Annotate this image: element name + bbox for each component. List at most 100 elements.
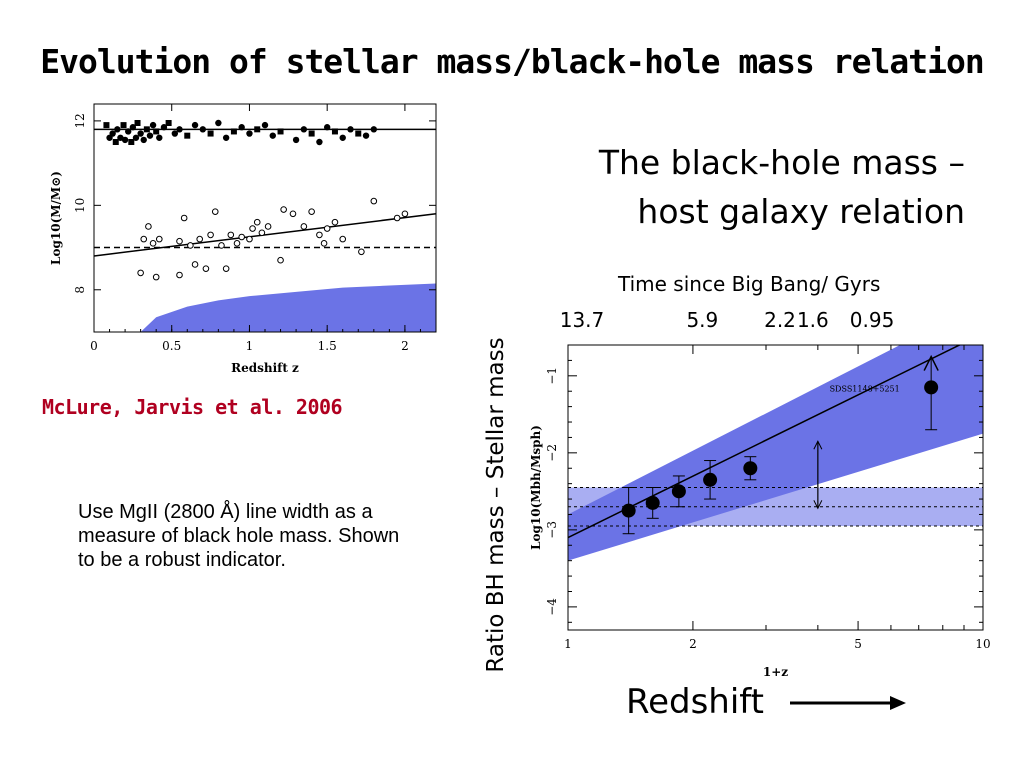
- fit-line: [93, 213, 437, 257]
- filled-circle-point: [339, 134, 346, 141]
- open-circle-point: [196, 235, 204, 243]
- open-circle-point: [264, 223, 272, 230]
- filled-circle-point: [323, 124, 331, 131]
- open-circle-point: [300, 223, 308, 230]
- x-tick-label: 0: [90, 339, 98, 353]
- x-tick-label: 10: [975, 637, 990, 651]
- x-tick-label: 0.5: [162, 339, 181, 353]
- open-circle-point: [320, 240, 328, 247]
- citation: McLure, Jarvis et al. 2006: [42, 395, 343, 419]
- filled-circle-point: [125, 128, 132, 135]
- x-tick-label: 1: [246, 339, 254, 353]
- filled-circle-point: [109, 130, 116, 137]
- lower-limit-arrow: [923, 354, 939, 371]
- filled-square-point: [143, 126, 150, 133]
- filled-circle-point: [370, 126, 378, 133]
- data-point: [671, 484, 686, 499]
- filled-circle-point: [261, 121, 269, 129]
- open-circle-point: [227, 231, 235, 239]
- x-tick-label: 5: [854, 637, 862, 651]
- open-circle-point: [137, 269, 144, 277]
- x-axis-label: Redshift z: [231, 361, 299, 375]
- open-circle-point: [187, 242, 194, 249]
- filled-square-point: [128, 139, 135, 145]
- open-circle-point: [222, 265, 230, 272]
- filled-circle-point: [176, 126, 183, 133]
- filled-square-point: [308, 130, 315, 137]
- filled-circle-point: [191, 121, 199, 129]
- filled-circle-point: [129, 124, 137, 131]
- redshift-label: Redshift: [626, 682, 765, 722]
- filled-circle-point: [362, 132, 370, 139]
- left-scatter-chart: 0 0.5 1 1.5 2 8 10 12 Redshift z Log10(M/M⊙): [49, 103, 437, 375]
- time-tick-label: 5.9: [686, 308, 718, 332]
- subtitle-line-1: The black-hole mass –: [598, 143, 965, 182]
- filled-circle-point: [121, 136, 129, 144]
- y-axis-label: Log10(Mbh/Msph): [529, 425, 543, 550]
- filled-circle-point: [160, 124, 168, 131]
- x-tick-label: 1.5: [318, 339, 337, 353]
- y-tick-label: 8: [73, 286, 87, 294]
- filled-circle-point: [171, 130, 179, 137]
- x-axis-label: 1+z: [763, 665, 788, 679]
- model-band: [140, 283, 436, 332]
- time-axis-label: Time since Big Bang/ Gyrs: [618, 272, 881, 296]
- open-circle-point: [280, 206, 287, 213]
- y-tick-label: 12: [73, 113, 87, 128]
- open-circle-point: [176, 237, 183, 245]
- open-circle-point: [289, 210, 297, 218]
- method-note: Use MgII (2800 Å) line width as a measur…: [78, 501, 400, 571]
- time-tick-label: 13.7: [560, 308, 605, 332]
- fit-line: [568, 345, 962, 539]
- offset-arrow-head: [813, 440, 823, 450]
- filled-circle-point: [269, 132, 276, 139]
- filled-circle-point: [215, 119, 222, 127]
- y-tick-label: −3: [545, 521, 559, 539]
- open-circle-point: [202, 265, 210, 272]
- filled-circle-point: [114, 126, 121, 133]
- filled-circle-point: [149, 121, 157, 129]
- plot-frame: [567, 344, 984, 631]
- open-circle-point: [253, 218, 261, 226]
- open-circle-point: [258, 229, 266, 237]
- time-tick-label: 2.2: [764, 308, 796, 332]
- open-circle-point: [207, 231, 214, 239]
- open-circle-point: [149, 240, 157, 247]
- filled-square-point: [207, 130, 214, 137]
- open-circle-point: [249, 225, 256, 232]
- y-tick-label: −2: [545, 444, 559, 462]
- open-circle-point: [358, 248, 365, 256]
- subtitle-line-2: host galaxy relation: [637, 192, 965, 231]
- x-tick-label: 1: [564, 637, 572, 651]
- filled-circle-point: [238, 124, 245, 131]
- filled-circle-point: [347, 126, 354, 133]
- time-tick-label: 1.6: [797, 308, 829, 332]
- filled-square-point: [103, 122, 110, 129]
- open-circle-point: [277, 256, 284, 264]
- open-circle-point: [238, 233, 245, 241]
- filled-circle-point: [246, 130, 253, 137]
- filled-circle-point: [199, 126, 207, 133]
- filled-square-point: [355, 130, 362, 137]
- data-point: [703, 472, 718, 487]
- open-circle-point: [155, 235, 163, 243]
- y-tick-label: −1: [545, 367, 559, 385]
- right-ratio-chart: SDSS1148+5251 1 2 5 10 1+z −1 −2 −3 −4 Log10(Mbh/M…: [529, 308, 991, 679]
- filled-circle-point: [316, 138, 323, 146]
- open-circle-point: [308, 208, 315, 215]
- filled-square-point: [254, 126, 261, 133]
- time-tick-label: 0.95: [850, 308, 895, 332]
- open-circle-point: [393, 214, 401, 222]
- offset-arrow-head: [813, 500, 823, 510]
- open-circle-point: [331, 218, 339, 226]
- open-circle-point: [316, 231, 323, 239]
- filled-circle-point: [222, 134, 230, 141]
- filled-square-point: [112, 139, 119, 145]
- y-axis-label: Log10(M/M⊙): [49, 171, 63, 265]
- y-tick-label: −4: [545, 598, 559, 616]
- filled-circle-point: [156, 134, 163, 141]
- filled-circle-point: [300, 126, 308, 133]
- open-circle-point: [370, 197, 378, 205]
- filled-square-point: [331, 128, 338, 135]
- filled-circle-point: [146, 132, 154, 139]
